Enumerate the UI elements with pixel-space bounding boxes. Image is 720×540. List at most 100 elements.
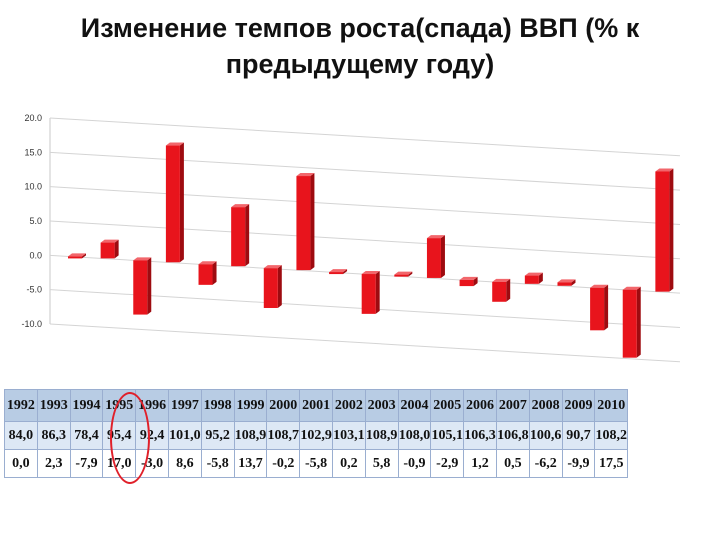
year-row: 1992 1993 1994 1995 1996 1997 1998 1999 2000 2001… <box>4 389 629 422</box>
year-cell: 2010 <box>594 389 629 422</box>
year-cell: 2001 <box>299 389 333 422</box>
bar <box>394 271 413 277</box>
bar-side <box>212 261 217 285</box>
growth-cell: -7,9 <box>69 449 104 478</box>
year-cell: 2006 <box>463 389 497 422</box>
bar <box>133 257 152 315</box>
bar-side <box>636 286 641 358</box>
y-tick-label: 5.0 <box>29 216 42 226</box>
year-cell: 1998 <box>200 389 235 422</box>
growth-cell: -5,8 <box>299 449 333 478</box>
year-cell: 1993 <box>36 389 71 422</box>
bar-side <box>440 235 445 278</box>
bar-top <box>165 142 184 146</box>
bar-side <box>147 257 152 315</box>
index-cell: 106,8 <box>495 421 530 450</box>
index-cell: 78,4 <box>69 421 104 450</box>
y-tick-label: -5.0 <box>26 285 42 295</box>
bar <box>198 261 217 285</box>
index-cell: 101,0 <box>167 421 202 450</box>
bar <box>459 276 478 287</box>
bar-front <box>524 275 539 284</box>
year-cell: 2005 <box>430 389 465 422</box>
year-cell: 2000 <box>266 389 301 422</box>
bar-top <box>426 235 445 239</box>
bar <box>231 204 250 267</box>
year-cell: 1994 <box>69 389 104 422</box>
gridline <box>49 151 681 191</box>
index-cell: 90,7 <box>561 421 596 450</box>
bar-top <box>655 168 674 172</box>
bar-side <box>277 265 282 308</box>
index-cell: 108,7 <box>266 421 301 450</box>
highlight-circle-1995 <box>110 392 150 484</box>
bar-side <box>310 173 315 271</box>
growth-cell: -0,2 <box>266 449 301 478</box>
growth-cell: 17,5 <box>594 449 629 478</box>
growth-cell: 0,2 <box>331 449 366 478</box>
bar <box>426 235 445 278</box>
bar-front <box>68 256 82 259</box>
bar-top <box>492 278 511 282</box>
growth-row: 0,0 2,3 -7,9 17,0 -3,0 8,6 -5,8 13,7 -0,2 -5,8 0,2… <box>4 449 629 478</box>
bar-top <box>198 261 217 265</box>
bar-side <box>506 278 511 302</box>
growth-cell: -3,0 <box>135 449 169 478</box>
growth-cell: 5,8 <box>364 449 399 478</box>
bar-side <box>343 269 348 275</box>
index-cell: 108,0 <box>397 421 432 450</box>
bar-front <box>590 287 605 331</box>
bar <box>557 279 576 286</box>
bar-front <box>100 242 115 259</box>
index-cell: 108,9 <box>364 421 399 450</box>
bar-front <box>655 171 670 292</box>
growth-cell: -9,9 <box>561 449 596 478</box>
year-cell: 2009 <box>561 389 596 422</box>
bar-top <box>590 284 609 288</box>
index-cell: 103,1 <box>331 421 366 450</box>
growth-cell: -5,8 <box>200 449 235 478</box>
bar-side <box>604 284 609 331</box>
bar-top <box>100 239 119 243</box>
title-line-2: предыдущему году) <box>225 49 495 79</box>
bar <box>655 168 674 292</box>
chart-bars <box>68 142 674 358</box>
gridline <box>49 117 681 157</box>
bar-top <box>133 257 152 261</box>
bar-front <box>329 272 344 275</box>
bar-front <box>394 274 409 277</box>
index-cell: 106,3 <box>463 421 497 450</box>
year-cell: 2007 <box>495 389 530 422</box>
bar <box>296 173 315 271</box>
bar-top <box>329 269 348 273</box>
y-tick-label: 20.0 <box>24 113 42 123</box>
index-cell: 102,9 <box>299 421 333 450</box>
bar <box>590 284 609 331</box>
bar-side <box>473 276 478 287</box>
index-row: 84,0 86,3 78,4 95,4 92,4 101,0 95,2 108,9 108,7 1… <box>4 421 629 450</box>
bar-side <box>82 253 86 259</box>
growth-cell: 1,2 <box>463 449 497 478</box>
growth-cell: 13,7 <box>233 449 268 478</box>
chart-grid <box>49 117 681 363</box>
bar-top <box>231 204 250 208</box>
bar-top <box>263 265 282 269</box>
growth-cell: 2,3 <box>36 449 71 478</box>
bar <box>361 271 380 314</box>
growth-cell: -6,2 <box>528 449 563 478</box>
bar-front <box>557 282 572 286</box>
bar <box>329 269 348 275</box>
gridline <box>49 220 681 260</box>
index-cell: 100,6 <box>528 421 563 450</box>
bar-top <box>361 271 380 275</box>
growth-cell: 8,6 <box>167 449 202 478</box>
bar-front <box>198 264 213 285</box>
bar-side <box>408 271 413 277</box>
bar <box>622 286 641 358</box>
bar-top <box>459 276 478 280</box>
gridline <box>49 323 681 363</box>
bar-side <box>245 204 250 267</box>
bar-top <box>557 279 576 283</box>
bar-top <box>68 253 86 257</box>
bar-top <box>296 173 315 177</box>
